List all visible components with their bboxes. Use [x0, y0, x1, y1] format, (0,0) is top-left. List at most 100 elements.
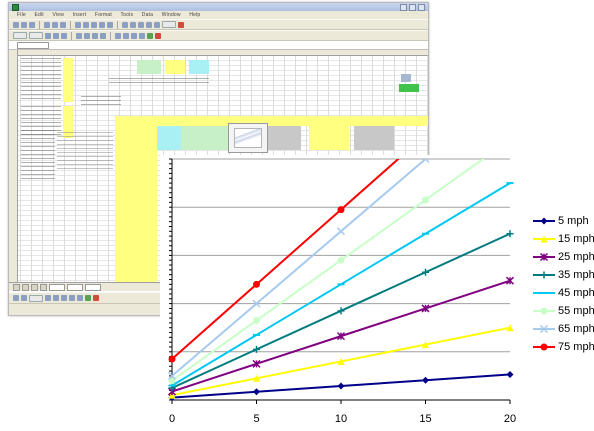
tab-scroll-prev[interactable]	[22, 283, 29, 291]
x-tick-label: 15	[419, 413, 431, 425]
header-cell[interactable]	[165, 60, 185, 74]
table-cyan-cells[interactable]	[157, 126, 181, 150]
new-icon[interactable]	[13, 21, 19, 28]
menu-window[interactable]: Window	[161, 12, 181, 18]
sort-ascending-icon[interactable]	[138, 21, 144, 28]
autosum-icon[interactable]	[122, 21, 128, 28]
sheet-tab[interactable]	[85, 283, 101, 291]
speed-line-chart[interactable]: 0 5 10 15 20 5 mph 15 mph 25 mph 35 mph …	[160, 155, 594, 431]
select-objects-icon[interactable]	[21, 295, 27, 301]
close-button[interactable]	[418, 4, 425, 11]
sort-descending-icon[interactable]	[146, 21, 152, 28]
name-box[interactable]	[17, 42, 49, 49]
spelling-icon[interactable]	[60, 21, 66, 28]
font-select[interactable]	[13, 32, 27, 39]
paste-icon[interactable]	[91, 21, 97, 28]
italic-icon[interactable]	[53, 32, 59, 39]
menu-view[interactable]: View	[52, 12, 65, 18]
textbox-icon[interactable]	[77, 295, 83, 301]
underline-icon[interactable]	[61, 32, 67, 39]
comma-icon[interactable]	[131, 32, 137, 39]
legend-label: 5 mph	[558, 215, 589, 227]
tab-scroll-first[interactable]	[13, 283, 20, 291]
font-color-icon[interactable]	[155, 32, 161, 39]
open-icon[interactable]	[21, 21, 27, 28]
borders-icon[interactable]	[139, 32, 145, 39]
zoom-select[interactable]	[162, 21, 176, 28]
redo-icon[interactable]	[107, 21, 113, 28]
parameter-cells[interactable]	[63, 106, 73, 138]
fill-icon[interactable]	[85, 295, 91, 301]
undo-icon[interactable]	[99, 21, 105, 28]
highlight-cell[interactable]	[401, 74, 411, 82]
column-headers	[9, 50, 428, 56]
arrow-icon[interactable]	[53, 295, 59, 301]
copy-icon[interactable]	[83, 21, 89, 28]
input-cells[interactable]	[63, 58, 73, 102]
fill-color-icon[interactable]	[147, 32, 153, 39]
chart-legend: 5 mph 15 mph 25 mph 35 mph 45 mph 55 mph…	[532, 213, 594, 357]
minimize-button[interactable]	[400, 4, 407, 11]
menu-bar: File Edit View Insert Format Tools Data …	[9, 11, 428, 19]
percent-icon[interactable]	[123, 32, 129, 39]
table-speed-column[interactable]	[115, 126, 157, 286]
cut-icon[interactable]	[75, 21, 81, 28]
legend-swatch	[533, 343, 555, 351]
data-point	[337, 307, 345, 315]
legend-label: 15 mph	[558, 233, 594, 245]
data-point	[252, 299, 261, 308]
merge-icon[interactable]	[100, 32, 106, 39]
currency-icon[interactable]	[115, 32, 121, 39]
legend-marker	[540, 217, 548, 225]
align-right-icon[interactable]	[92, 32, 98, 39]
data-point	[168, 391, 176, 399]
menu-tools[interactable]: Tools	[120, 12, 134, 18]
rectangle-icon[interactable]	[61, 295, 67, 301]
menu-edit[interactable]: Edit	[34, 12, 44, 18]
preview-icon[interactable]	[52, 21, 58, 28]
data-point	[421, 159, 430, 164]
menu-format[interactable]: Format	[94, 12, 112, 18]
align-center-icon[interactable]	[84, 32, 90, 39]
legend-marker	[539, 324, 549, 334]
tab-scroll-last[interactable]	[40, 283, 47, 291]
menu-file[interactable]: File	[17, 12, 26, 18]
series-line	[171, 159, 428, 377]
toolbar-separator	[110, 31, 111, 40]
legend-item-65-mph: 65 mph	[532, 321, 594, 337]
save-icon[interactable]	[29, 21, 35, 28]
highlight-cell[interactable]	[399, 84, 419, 92]
draw-menu-icon[interactable]	[13, 295, 19, 301]
print-icon[interactable]	[44, 21, 50, 28]
data-point	[168, 377, 176, 385]
series-65-mph	[167, 159, 430, 380]
maximize-button[interactable]	[409, 4, 416, 11]
header-cell[interactable]	[189, 60, 209, 74]
bold-icon[interactable]	[45, 32, 51, 39]
legend-swatch	[533, 271, 555, 279]
data-point	[337, 206, 345, 214]
oval-icon[interactable]	[69, 295, 75, 301]
function-icon[interactable]	[130, 21, 136, 28]
line-color-icon[interactable]	[93, 295, 99, 301]
table-yellow-cells[interactable]	[309, 126, 349, 150]
menu-data[interactable]: Data	[141, 12, 154, 18]
data-point	[422, 196, 429, 204]
help-icon[interactable]	[178, 21, 184, 28]
menu-insert[interactable]: Insert	[72, 12, 87, 18]
align-left-icon[interactable]	[76, 32, 82, 39]
data-point	[506, 230, 514, 238]
menu-help[interactable]: Help	[189, 12, 201, 18]
font-size-select[interactable]	[29, 32, 43, 39]
autoshapes-menu[interactable]	[29, 294, 43, 302]
legend-swatch	[533, 252, 555, 262]
sheet-tab[interactable]	[67, 283, 83, 291]
embedded-chart-thumbnail[interactable]	[228, 123, 268, 153]
line-icon[interactable]	[45, 295, 51, 301]
table-gray-cells[interactable]	[354, 126, 394, 150]
tab-scroll-next[interactable]	[31, 283, 38, 291]
table-header-row[interactable]	[115, 116, 428, 126]
header-cell[interactable]	[137, 60, 161, 74]
sheet-tab[interactable]	[49, 283, 65, 291]
chart-wizard-icon[interactable]	[154, 21, 160, 28]
